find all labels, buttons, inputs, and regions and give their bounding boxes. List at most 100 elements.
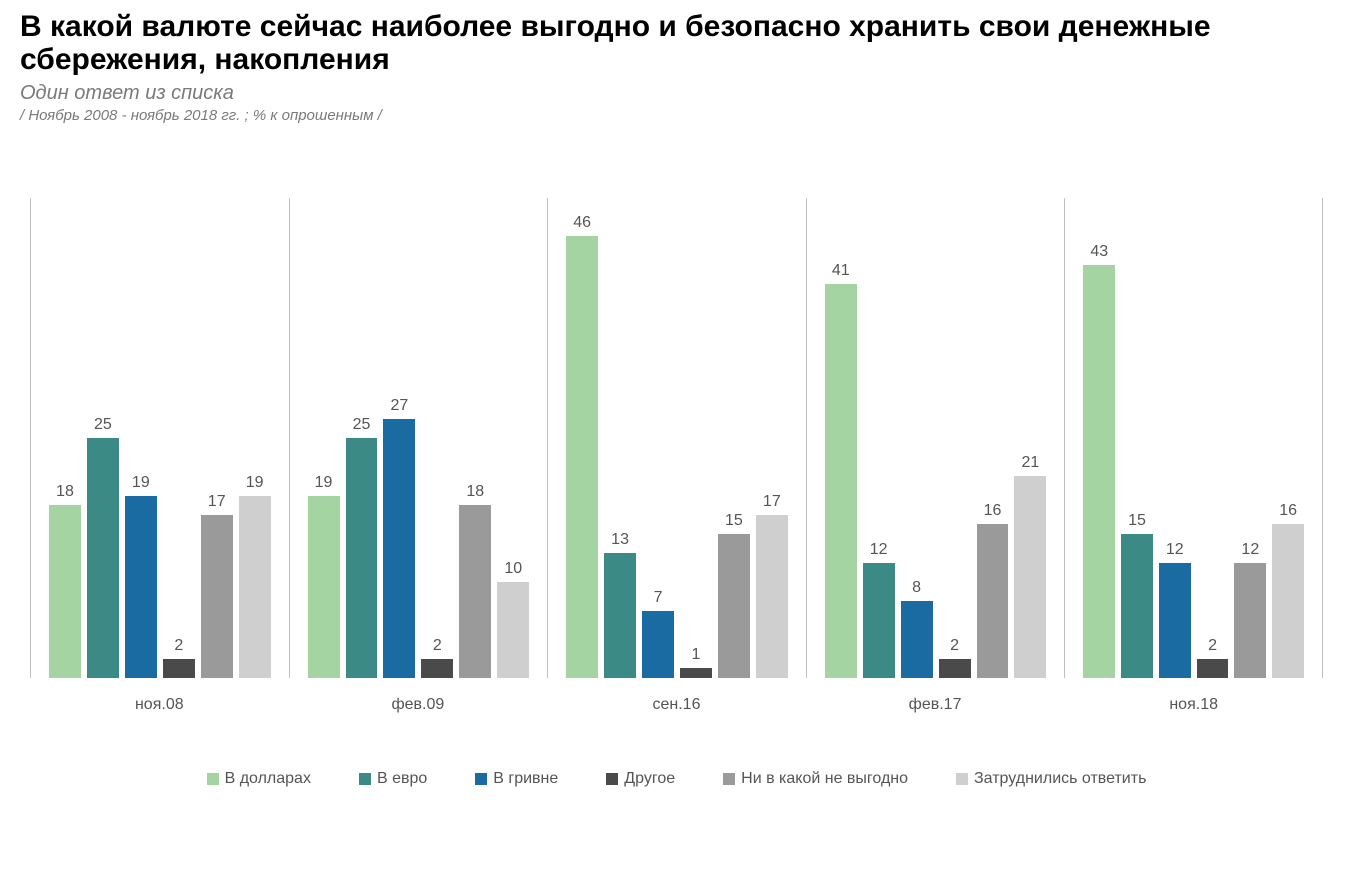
legend-item: В евро <box>359 770 427 788</box>
bar-rect <box>756 515 788 678</box>
chart-group: 4112821621фев.17 <box>806 198 1065 714</box>
chart-bar: 21 <box>1014 454 1046 678</box>
chart-group: 46 13 7 1 15 17 сен.16 <box>547 198 806 714</box>
chart-bar: 19 <box>308 474 340 678</box>
legend-label: Другое <box>624 770 675 788</box>
bar-rect <box>459 505 491 678</box>
bar-value-label: 16 <box>984 502 1002 520</box>
chart-bar: 25 <box>87 416 119 678</box>
bar-value-label: 18 <box>56 483 74 501</box>
bar-value-label: 43 <box>1090 243 1108 261</box>
bar-value-label: 15 <box>1128 512 1146 530</box>
bar-rect <box>383 419 415 678</box>
bar-rect <box>308 496 340 678</box>
chart-bar: 18 <box>49 483 81 678</box>
bar-value-label: 1 <box>692 646 701 664</box>
bar-rect <box>1272 524 1304 678</box>
bar-value-label: 25 <box>353 416 371 434</box>
legend-item: В долларах <box>207 770 311 788</box>
bar-value-label: 2 <box>174 637 183 655</box>
bar-value-label: 2 <box>1208 637 1217 655</box>
bar-value-label: 21 <box>1022 454 1040 472</box>
bar-value-label: 19 <box>246 474 264 492</box>
legend-label: Затруднились ответить <box>974 770 1146 788</box>
bar-value-label: 19 <box>315 474 333 492</box>
bar-rect <box>49 505 81 678</box>
bar-value-label: 19 <box>132 474 150 492</box>
bar-rect <box>863 563 895 678</box>
legend-swatch <box>956 773 968 785</box>
category-label: сен.16 <box>547 696 806 714</box>
bar-value-label: 2 <box>433 637 442 655</box>
bar-value-label: 16 <box>1279 502 1297 520</box>
chart-legend: В долларах В евро В гривне Другое Ни в какой… <box>20 770 1333 788</box>
bar-rect <box>1234 563 1266 678</box>
chart-bar: 12 <box>863 541 895 678</box>
legend-swatch <box>359 773 371 785</box>
chart-bar: 8 <box>901 579 933 678</box>
chart-bar: 10 <box>497 560 529 678</box>
chart-bar: 17 <box>756 493 788 678</box>
chart-bar: 18 <box>459 483 491 678</box>
legend-swatch <box>475 773 487 785</box>
bar-value-label: 7 <box>654 589 663 607</box>
chart-group: 43 15 12 2 12 16 ноя.18 <box>1064 198 1323 714</box>
chart-group: 19252721810фев.09 <box>289 198 548 714</box>
bar-value-label: 27 <box>391 397 409 415</box>
chart-bar: 19 <box>125 474 157 678</box>
category-label: ноя.08 <box>30 696 289 714</box>
legend-item: Другое <box>606 770 675 788</box>
chart-bar: 12 <box>1234 541 1266 678</box>
chart-bar: 13 <box>604 531 636 678</box>
chart-bar: 27 <box>383 397 415 678</box>
bar-rect <box>566 236 598 678</box>
chart-bar: 15 <box>1121 512 1153 678</box>
chart-bar: 2 <box>1197 637 1229 678</box>
legend-label: Ни в какой не выгодно <box>741 770 908 788</box>
legend-swatch <box>723 773 735 785</box>
bar-value-label: 12 <box>1166 541 1184 559</box>
bar-value-label: 15 <box>725 512 743 530</box>
chart-bar: 41 <box>825 262 857 678</box>
bar-rect <box>497 582 529 678</box>
chart-group-bars: 41 12 8 2 16 21 <box>806 198 1065 678</box>
chart-bar: 17 <box>201 493 233 678</box>
bar-value-label: 12 <box>870 541 888 559</box>
bar-rect <box>901 601 933 678</box>
legend-label: В евро <box>377 770 427 788</box>
chart-bar: 2 <box>163 637 195 678</box>
bar-value-label: 8 <box>912 579 921 597</box>
legend-item: В гривне <box>475 770 558 788</box>
category-label: ноя.18 <box>1064 696 1323 714</box>
bar-rect <box>239 496 271 678</box>
bar-value-label: 13 <box>611 531 629 549</box>
bar-rect <box>642 611 674 678</box>
bar-rect <box>1159 563 1191 678</box>
chart-bar: 1 <box>680 646 712 678</box>
chart-group-bars: 46 13 7 1 15 17 <box>547 198 806 678</box>
legend-label: В гривне <box>493 770 558 788</box>
bar-value-label: 17 <box>763 493 781 511</box>
bar-rect <box>718 534 750 678</box>
chart-bar: 43 <box>1083 243 1115 678</box>
page: В какой валюте сейчас наиболее выгодно и… <box>0 0 1353 881</box>
chart-subtitle: Один ответ из списка <box>20 82 1333 105</box>
chart-bar: 46 <box>566 214 598 678</box>
bar-rect <box>825 284 857 678</box>
bar-rect <box>87 438 119 678</box>
bar-rect <box>939 659 971 678</box>
chart-bar: 19 <box>239 474 271 678</box>
bar-value-label: 17 <box>208 493 226 511</box>
bar-value-label: 2 <box>950 637 959 655</box>
bar-rect <box>421 659 453 678</box>
legend-swatch <box>207 773 219 785</box>
bar-value-label: 12 <box>1241 541 1259 559</box>
legend-swatch <box>606 773 618 785</box>
bar-rect <box>1083 265 1115 678</box>
bar-rect <box>680 668 712 678</box>
bar-rect <box>346 438 378 678</box>
chart-plot-area: 18251921719ноя.0819252721810фев.09461371… <box>20 194 1333 714</box>
chart-bar: 16 <box>977 502 1009 678</box>
bar-rect <box>1121 534 1153 678</box>
bar-value-label: 10 <box>504 560 522 578</box>
